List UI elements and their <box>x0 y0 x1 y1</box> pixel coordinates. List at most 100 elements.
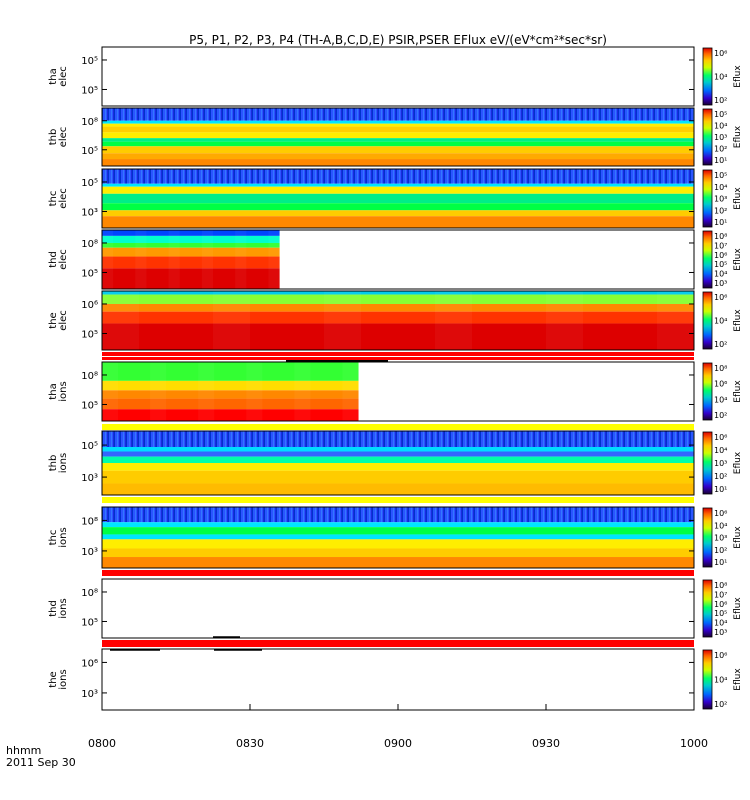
panel-label: the elec <box>48 310 69 331</box>
time-axis-date: 2011 Sep 30 <box>6 756 76 769</box>
heatmap-band <box>102 146 694 154</box>
panel-the_elec: 10⁶ 10⁵ the elec 10⁶ 10⁴ 10² Eflux <box>48 290 743 351</box>
panel-label-species: elec <box>58 127 69 148</box>
heatmap-band <box>102 539 694 549</box>
panel-label: thc elec <box>48 188 69 209</box>
colorbar-tick-label: 10³ <box>714 133 727 142</box>
colorbar-tick-label: 10⁴ <box>714 446 727 455</box>
y-tick-label: 10⁵ <box>81 146 98 157</box>
panel-frame <box>101 506 695 569</box>
panel-thb_ions: 10⁵ 10³ thb ions 10⁶ 10⁴ 10³ 10² 10¹ Eflux <box>48 430 743 496</box>
heatmap-band <box>102 483 694 495</box>
heatmap-band <box>102 380 359 391</box>
panel-label-probe: tha <box>48 383 59 399</box>
heatmap-band <box>102 534 694 540</box>
colorbar-tick-label: 10² <box>714 206 727 215</box>
panel-label-species: ions <box>58 598 69 618</box>
x-tick-label: 0800 <box>88 737 116 750</box>
y-tick-label: 10³ <box>81 473 98 484</box>
panel-tha_ions: 10⁸ 10⁵ tha ions 10⁸ 10⁶ 10⁴ 10² Eflux <box>48 361 743 422</box>
heatmap-band <box>102 108 694 121</box>
colorbar-tick-label: 10³ <box>714 279 727 288</box>
heatmap-cell <box>246 362 263 421</box>
heatmap-band <box>102 451 694 457</box>
panel-frame <box>101 648 695 711</box>
heatmap-cell <box>198 362 215 421</box>
panel-label: tha elec <box>48 66 69 87</box>
heatmap-cell <box>150 362 167 421</box>
heatmap-band <box>102 247 280 257</box>
heatmap-band <box>102 268 280 289</box>
heatmap-band <box>102 470 694 484</box>
colorbar-tick-label: 10⁶ <box>714 651 727 660</box>
separator-band <box>102 497 694 503</box>
panel-frame <box>101 430 695 496</box>
colorbar <box>702 649 713 710</box>
panel-label-species: elec <box>58 249 69 270</box>
panel-frame <box>101 290 695 351</box>
colorbar-tick-label: 10⁴ <box>714 122 727 131</box>
panel-label-species: ions <box>58 453 69 473</box>
y-tick-label: 10³ <box>81 689 98 700</box>
heatmap-band <box>102 203 694 211</box>
y-tick-label: 10⁵ <box>81 441 98 452</box>
colorbar-tick-label: 10² <box>714 145 727 154</box>
panel-label-probe: thd <box>48 600 59 617</box>
heatmap-band <box>102 362 359 381</box>
panel-frame <box>101 578 695 639</box>
heatmap-band <box>102 153 694 160</box>
colorbar-label: Eflux <box>733 668 743 691</box>
panel-frame <box>101 361 695 422</box>
heatmap-cell <box>168 230 180 289</box>
heatmap-band <box>102 230 280 236</box>
heatmap-band <box>102 557 694 568</box>
panel-label-species: ions <box>58 669 69 689</box>
colorbar-tick-label: 10² <box>714 472 727 481</box>
figure-title: P5, P1, P2, P3, P4 (TH-A,B,C,D,E) PSIR,P… <box>189 33 607 47</box>
heatmap-band <box>102 183 694 187</box>
heatmap-band <box>102 210 694 217</box>
panel-tha_elec: 10⁵ 10⁵ tha elec 10⁶ 10⁴ 10² Eflux <box>48 46 743 107</box>
separator-band <box>102 424 694 430</box>
heatmap-band <box>102 216 694 228</box>
heatmap-cell <box>268 230 280 289</box>
heatmap-cell <box>546 291 583 350</box>
heatmap-band <box>102 323 694 350</box>
colorbar-tick-label: 10⁶ <box>714 293 727 302</box>
heatmap-band <box>102 138 694 142</box>
colorbar-tick-label: 10⁵ <box>714 110 727 119</box>
colorbar <box>702 579 713 638</box>
panel-label: thb ions <box>48 453 69 473</box>
panel-label: thb elec <box>48 127 69 148</box>
colorbar-label: Eflux <box>733 597 743 620</box>
heatmap-band <box>102 398 359 410</box>
panel-frame <box>101 168 695 229</box>
panel-label-probe: thd <box>48 251 59 268</box>
colorbar <box>702 291 713 350</box>
colorbar <box>702 362 713 421</box>
heatmap-cell <box>102 291 139 350</box>
colorbar <box>702 47 713 106</box>
x-tick-label: 0930 <box>532 737 560 750</box>
separator-band <box>102 640 694 647</box>
y-tick-label: 10⁵ <box>81 85 98 96</box>
panel-label-species: ions <box>58 381 69 401</box>
heatmap-band <box>102 193 694 204</box>
colorbar-label: Eflux <box>733 65 743 88</box>
colorbar <box>702 507 713 568</box>
heatmap-cell <box>201 230 213 289</box>
heatmap-band <box>102 123 694 127</box>
heatmap-cell <box>135 230 147 289</box>
heatmap-cell <box>213 291 250 350</box>
heatmap-cell <box>342 362 359 421</box>
heatmap-band <box>102 303 694 312</box>
colorbar-label: Eflux <box>733 451 743 474</box>
y-tick-label: 10⁵ <box>81 178 98 189</box>
y-tick-label: 10⁵ <box>81 268 98 279</box>
panel-label-probe: thc <box>48 191 59 207</box>
panel-label-probe: the <box>48 671 59 687</box>
colorbar-tick-label: 10⁵ <box>714 260 727 269</box>
